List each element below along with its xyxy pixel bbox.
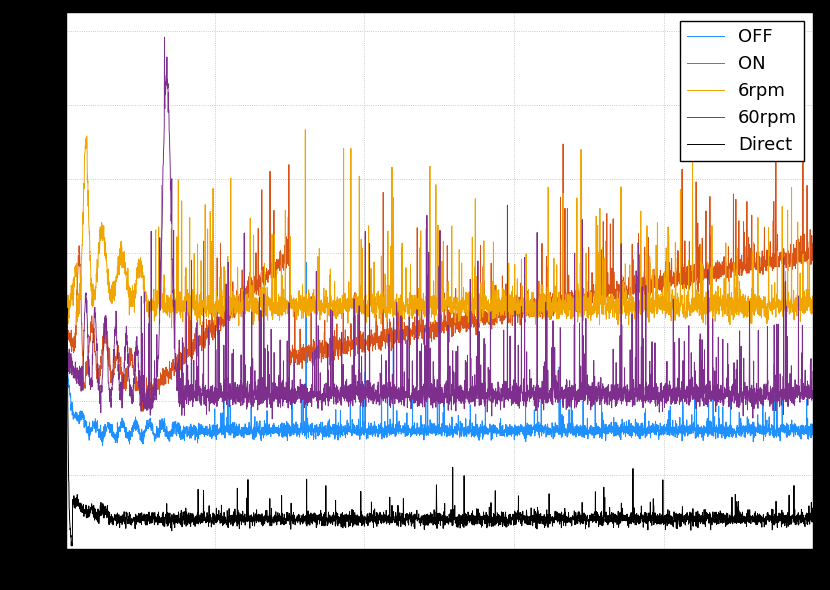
ON <box>771 108 781 115</box>
6rpm <box>749 291 759 299</box>
60rpm <box>604 390 614 397</box>
Direct <box>382 520 392 527</box>
OFF <box>417 422 427 429</box>
6rpm <box>417 295 427 302</box>
Direct <box>62 304 72 312</box>
60rpm <box>786 397 796 404</box>
OFF <box>376 424 386 431</box>
Direct <box>786 515 796 522</box>
ON <box>417 326 427 333</box>
Direct <box>604 516 614 523</box>
6rpm <box>382 309 392 316</box>
OFF <box>382 426 392 433</box>
ON <box>808 248 818 255</box>
Direct <box>749 513 759 520</box>
ON <box>375 332 385 339</box>
ON <box>382 334 392 341</box>
6rpm <box>61 301 71 309</box>
60rpm <box>749 358 759 365</box>
Line: OFF: OFF <box>66 263 813 445</box>
Line: 6rpm: 6rpm <box>66 97 813 335</box>
Direct <box>376 515 386 522</box>
Line: 60rpm: 60rpm <box>66 37 813 419</box>
ON <box>604 290 614 297</box>
OFF <box>97 442 107 449</box>
6rpm <box>786 309 796 316</box>
ON <box>138 408 148 415</box>
Direct <box>61 312 71 319</box>
6rpm <box>687 93 697 100</box>
6rpm <box>808 304 818 312</box>
60rpm <box>267 415 277 422</box>
6rpm <box>61 331 71 338</box>
OFF <box>301 259 311 266</box>
60rpm <box>376 385 386 392</box>
Line: Direct: Direct <box>66 308 813 546</box>
Direct <box>417 514 427 522</box>
60rpm <box>61 363 71 370</box>
Legend: OFF, ON, 6rpm, 60rpm, Direct: OFF, ON, 6rpm, 60rpm, Direct <box>681 21 804 162</box>
60rpm <box>382 379 392 386</box>
OFF <box>61 360 71 368</box>
OFF <box>786 430 796 437</box>
ON <box>749 270 759 277</box>
60rpm <box>808 391 818 398</box>
ON <box>61 331 71 338</box>
OFF <box>749 425 759 432</box>
6rpm <box>604 315 614 322</box>
6rpm <box>375 309 385 316</box>
60rpm <box>417 382 427 389</box>
OFF <box>604 421 614 428</box>
OFF <box>808 433 818 440</box>
Direct <box>808 516 818 523</box>
Direct <box>66 542 76 549</box>
ON <box>786 241 796 248</box>
Line: ON: ON <box>66 112 813 411</box>
60rpm <box>159 34 169 41</box>
